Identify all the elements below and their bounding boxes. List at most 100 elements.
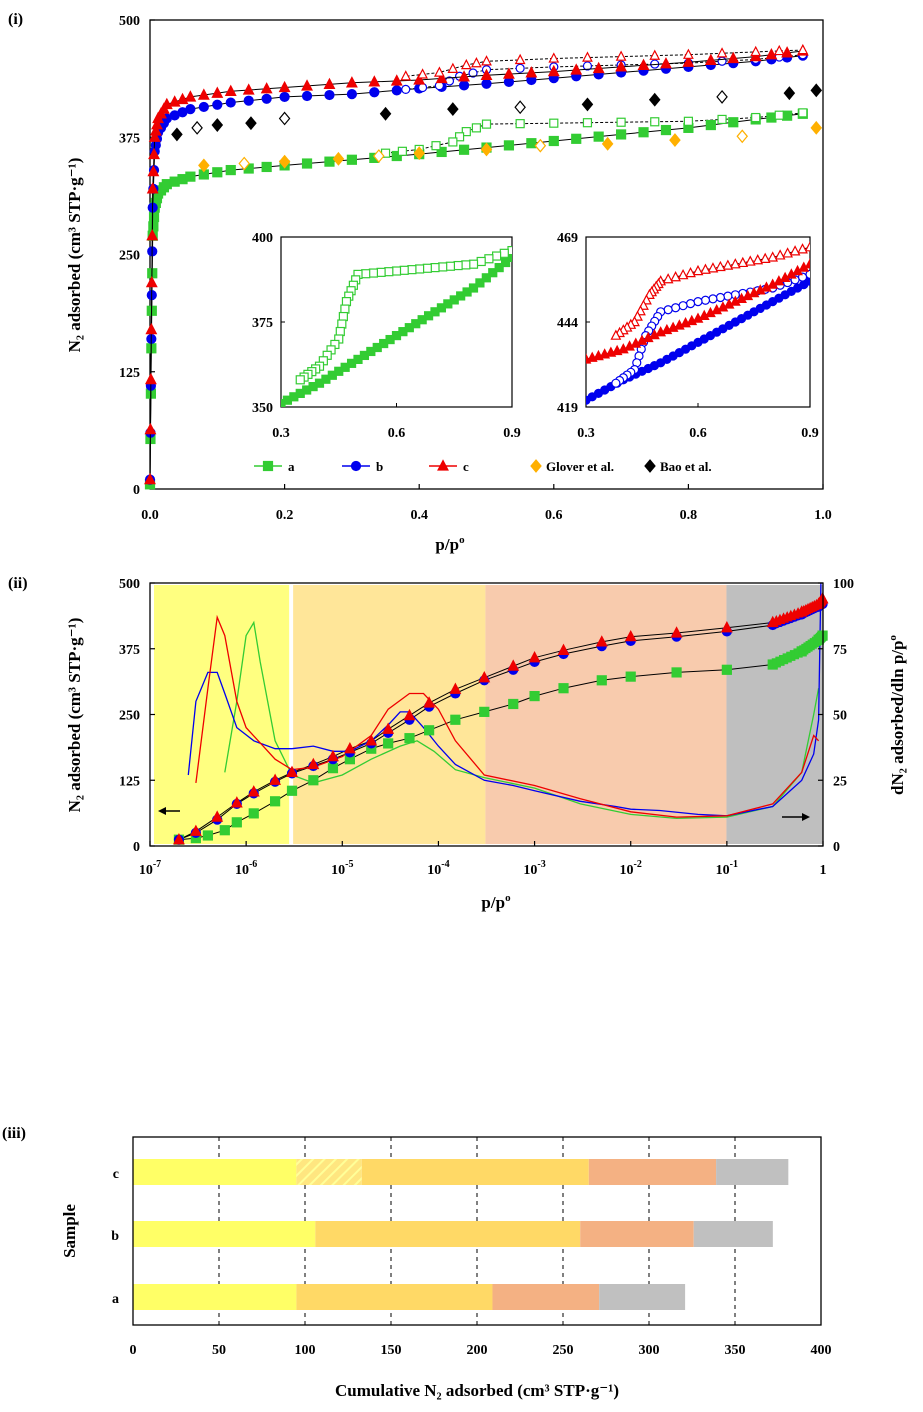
adsorption-point-a	[436, 146, 447, 158]
point-bao	[514, 100, 526, 115]
adsorption-point-c	[502, 67, 515, 79]
y-axis-label-i: N₂ adsorbed (cm³ STP·g⁻¹)	[65, 158, 84, 353]
inset-2: 0.3 0.6 0.9 419 444 469	[557, 231, 840, 441]
inset-desorption-point-b	[700, 295, 711, 305]
adsorption-point-c	[211, 86, 224, 98]
desorption-point-a	[461, 127, 471, 137]
point-glover	[534, 138, 547, 153]
isotherm-point-c	[173, 832, 185, 845]
adsorption-point-a	[705, 119, 716, 131]
point-glover	[601, 136, 614, 151]
desorption-point-a	[481, 119, 492, 129]
inset-desorption-point-c	[804, 241, 810, 252]
inset-desorption-point-a	[422, 263, 432, 273]
adsorption-point-a	[728, 117, 739, 128]
inset-x-tick-label: 0.6	[689, 426, 707, 441]
bar-segment-a	[296, 1284, 493, 1310]
legend-i: a b c Glover et al. Bao et al.	[254, 459, 712, 474]
adsorption-point-c	[242, 83, 255, 95]
inset-desorption-point-a	[430, 263, 440, 273]
inset-desorption-point-c	[677, 268, 689, 280]
adsorption-point-b	[212, 99, 223, 110]
pore-region-2	[293, 585, 486, 844]
inset-desorption-point-a	[513, 243, 521, 251]
desorption-point-b	[515, 63, 525, 73]
adsorption-point-c	[765, 48, 778, 60]
adsorption-point-a	[458, 144, 470, 155]
inset-desorption-point-c	[744, 255, 756, 266]
x-tick-label: 350	[725, 1343, 746, 1358]
desorption-point-a	[717, 114, 727, 125]
point-bao	[783, 86, 796, 101]
isotherm-point-c	[230, 796, 243, 808]
isotherm-point-c	[382, 722, 395, 734]
panel-iii: (iii) 0 50 100 150 200 250 300 350 400 c b a Cumula…	[2, 1125, 832, 1400]
isotherm-point-a	[558, 683, 569, 694]
adsorption-point-c	[727, 51, 740, 64]
adsorption-point-a	[391, 150, 402, 162]
inset-desorption-point-a	[535, 230, 543, 238]
point-glover	[480, 142, 493, 157]
inset-desorption-point-c	[767, 251, 779, 262]
x-tick-label: 0.2	[276, 508, 294, 523]
point-glover	[278, 154, 291, 169]
point-bao	[379, 106, 392, 121]
isotherm-point-c	[423, 696, 436, 708]
inset-adsorption-point-b	[815, 270, 823, 278]
desorption-point-c	[797, 43, 809, 55]
plot-frame-iii	[132, 1136, 822, 1326]
y-tick-label: 250	[119, 709, 140, 724]
isotherm-line-a	[178, 635, 823, 841]
y-tick-label: 500	[119, 577, 140, 592]
point-bao	[211, 118, 224, 132]
isotherm-point-c	[365, 734, 378, 746]
point-bao	[191, 120, 203, 135]
desorption-point-c	[773, 44, 785, 56]
desorption-point-a	[448, 137, 458, 147]
legend-label: Bao et al.	[660, 459, 712, 474]
inset-desorption-point-a	[361, 269, 371, 279]
x-tick-label: 200	[467, 1343, 488, 1358]
adsorption-point-c	[260, 82, 273, 94]
isotherm-point-c	[343, 741, 356, 754]
desorption-point-c	[433, 66, 445, 77]
inset-desorption-point-c	[707, 262, 719, 273]
adsorption-point-c	[144, 372, 157, 385]
point-bao	[581, 97, 594, 112]
isotherm-point-c	[269, 773, 282, 785]
bar-segment-b	[315, 1221, 581, 1247]
inset-desorption-point-a	[376, 267, 386, 277]
inset-1: 0.3 0.6 0.9 350 375 400	[252, 230, 543, 441]
inset-desorption-point-c	[610, 329, 622, 340]
inset-desorption-point-c	[700, 263, 711, 274]
x-tick-label: 10-3	[523, 859, 545, 878]
adsorption-point-c	[704, 53, 717, 65]
isotherm-point-c	[478, 670, 491, 683]
adsorption-point-c	[224, 84, 237, 96]
inset-x-tick-label: 0.9	[801, 426, 819, 441]
inset-adsorption-point-b	[832, 257, 840, 265]
desorption-point-a	[751, 112, 761, 123]
inset-desorption-point-b	[693, 297, 703, 307]
isotherm-point-a	[269, 796, 281, 807]
point-glover	[413, 146, 425, 161]
panel-label-iii: (iii)	[2, 1125, 26, 1142]
desorption-point-a	[454, 132, 465, 142]
desorption-point-a	[549, 118, 559, 128]
point-glover	[332, 151, 345, 166]
inset-y-tick-label: 400	[252, 231, 273, 246]
desorption-point-b	[468, 68, 478, 78]
adsorption-point-b	[243, 95, 254, 106]
x-tick-label: 10-6	[235, 859, 257, 878]
adsorption-point-c	[547, 64, 560, 77]
isotherm-point-a	[529, 690, 540, 702]
desorption-point-a	[683, 116, 694, 126]
derivative-curve-a	[224, 620, 820, 820]
desorption-point-c	[460, 58, 472, 70]
isotherm-point-c	[189, 824, 202, 836]
inset-adsorption-point-c	[814, 253, 823, 261]
inset-desorption-point-c	[662, 273, 674, 284]
legend-label: c	[463, 459, 469, 474]
inset-desorption-point-c	[809, 249, 810, 251]
